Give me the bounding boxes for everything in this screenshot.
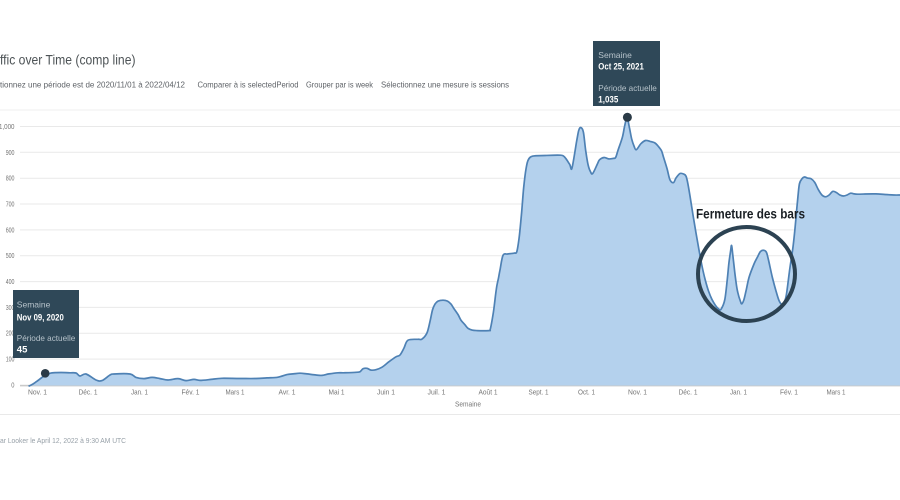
svg-text:600: 600 xyxy=(6,225,15,234)
svg-text:Mars 1: Mars 1 xyxy=(226,388,245,397)
svg-text:Déc. 1: Déc. 1 xyxy=(679,388,698,397)
svg-text:Fév. 1: Fév. 1 xyxy=(182,388,200,397)
svg-text:Nov 09, 2020: Nov 09, 2020 xyxy=(17,313,64,323)
svg-text:Période actuelle: Période actuelle xyxy=(598,83,657,93)
svg-text:400: 400 xyxy=(6,277,15,286)
svg-text:Mai 1: Mai 1 xyxy=(329,388,345,397)
svg-text:Semaine: Semaine xyxy=(598,50,632,60)
svg-text:Période actuelle: Période actuelle xyxy=(17,333,76,343)
svg-text:tionnez une période est de 202: tionnez une période est de 2020/11/01 à … xyxy=(0,80,185,90)
svg-text:Jan. 1: Jan. 1 xyxy=(131,388,148,397)
svg-text:500: 500 xyxy=(6,251,15,260)
svg-text:Comparer à is selectedPeriod: Comparer à is selectedPeriod xyxy=(198,80,299,90)
svg-text:Fermeture des bars: Fermeture des bars xyxy=(696,207,805,222)
svg-text:800: 800 xyxy=(6,174,15,183)
svg-text:Grouper par is week: Grouper par is week xyxy=(306,80,374,90)
svg-text:Oct 25, 2021: Oct 25, 2021 xyxy=(598,62,644,72)
svg-text:Mars 1: Mars 1 xyxy=(827,388,846,397)
svg-text:Semaine: Semaine xyxy=(17,299,51,309)
svg-text:Juil. 1: Juil. 1 xyxy=(428,388,446,397)
svg-text:Oct. 1: Oct. 1 xyxy=(578,388,595,397)
svg-text:Fév. 1: Fév. 1 xyxy=(780,388,798,397)
svg-text:200: 200 xyxy=(6,329,15,338)
svg-text:700: 700 xyxy=(6,199,15,208)
svg-text:Sélectionnez une mesure is ses: Sélectionnez une mesure is sessions xyxy=(381,80,510,90)
svg-text:Sept. 1: Sept. 1 xyxy=(529,388,549,397)
svg-text:300: 300 xyxy=(6,303,15,312)
svg-text:1,000: 1,000 xyxy=(0,122,15,131)
svg-text:Août 1: Août 1 xyxy=(479,388,498,397)
svg-text:ffic over Time (comp line): ffic over Time (comp line) xyxy=(0,52,136,68)
svg-text:Semaine: Semaine xyxy=(455,400,481,409)
svg-text:ar Looker le April 12, 2022 à: ar Looker le April 12, 2022 à 9:30 AM UT… xyxy=(0,436,127,445)
svg-text:900: 900 xyxy=(6,148,15,157)
svg-text:Jan. 1: Jan. 1 xyxy=(730,388,747,397)
svg-text:Déc. 1: Déc. 1 xyxy=(79,388,98,397)
svg-text:1,035: 1,035 xyxy=(598,94,619,105)
svg-text:0: 0 xyxy=(11,380,14,389)
svg-text:Juin 1: Juin 1 xyxy=(377,388,395,397)
svg-text:Nov. 1: Nov. 1 xyxy=(628,388,647,397)
svg-text:45: 45 xyxy=(17,344,28,355)
svg-text:100: 100 xyxy=(6,355,15,364)
svg-text:Nov. 1: Nov. 1 xyxy=(28,388,47,397)
svg-text:Avr. 1: Avr. 1 xyxy=(279,388,296,397)
